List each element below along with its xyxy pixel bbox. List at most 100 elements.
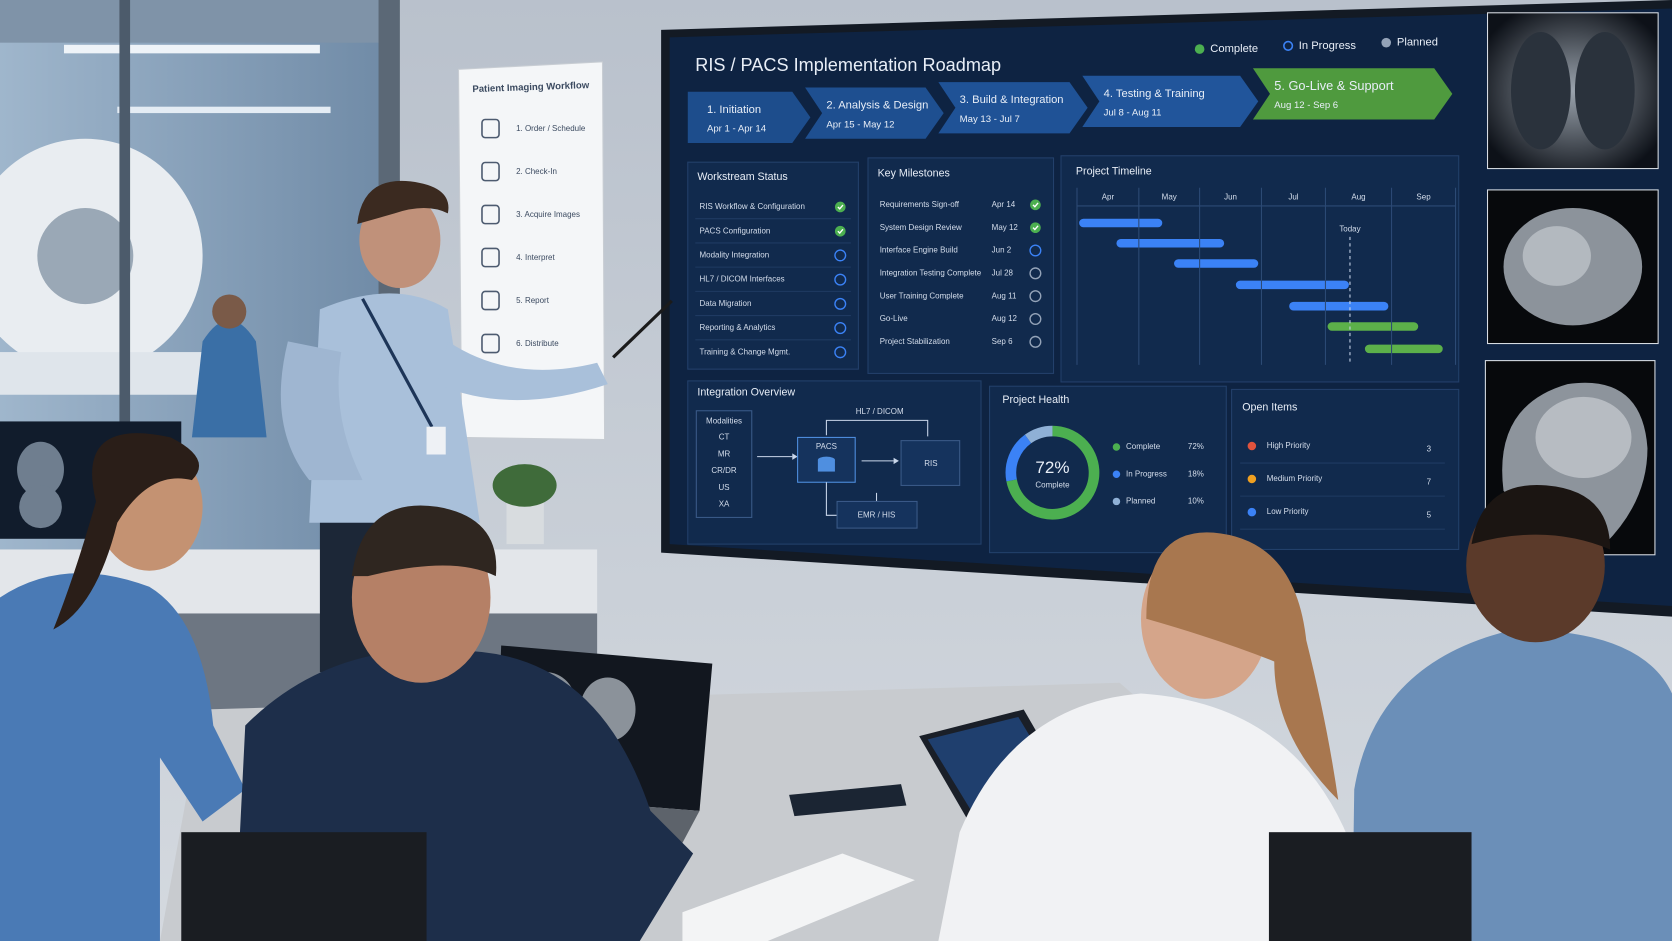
milestone-name: System Design Review	[880, 223, 962, 232]
step-label: 3. Acquire Images	[516, 210, 580, 219]
status-planned	[1029, 312, 1042, 326]
workstream-list: RIS Workflow & Configuration PACS Configu…	[695, 201, 851, 359]
status-planned	[1029, 267, 1042, 280]
status-complete	[834, 225, 846, 237]
modalities-box	[695, 410, 753, 518]
milestone-name: Interface Engine Build	[880, 246, 958, 255]
panel-title: Key Milestones	[878, 168, 950, 180]
modality: US	[718, 483, 729, 492]
check-mark	[837, 228, 844, 235]
pointer	[612, 299, 673, 359]
phase-chevron	[938, 82, 1088, 134]
milestone-name: Integration Testing Complete	[880, 268, 982, 277]
pacs-label: PACS	[816, 442, 837, 451]
phase-dates: Apr 1 - Apr 14	[707, 124, 767, 135]
whiteboard-title: Patient Imaging Workflow	[472, 80, 590, 95]
month-label: May	[1162, 192, 1177, 201]
technician	[191, 320, 267, 438]
check-mark	[1032, 202, 1039, 208]
gantt-bar	[1079, 218, 1163, 228]
arrowhead	[893, 457, 899, 465]
modalities: CT MR CR/DR US XA	[711, 433, 737, 509]
technician-head	[212, 294, 247, 329]
panel-title: Integration Overview	[697, 386, 795, 398]
person-scrubs	[0, 573, 246, 941]
gantt-bar	[1327, 322, 1419, 331]
workstream-name: Training & Change Mgmt.	[700, 347, 791, 356]
step-icon	[481, 118, 500, 139]
legend-label: Planned	[1397, 37, 1438, 49]
phase-name: 5. Go-Live & Support	[1274, 78, 1394, 93]
gantt-bar	[1235, 280, 1349, 290]
milestone-name: User Training Complete	[880, 291, 964, 300]
status-planned	[1029, 335, 1042, 348]
health-legend-name: In Progress	[1126, 469, 1167, 478]
modality: MR	[718, 449, 731, 458]
step-label: 4. Interpret	[516, 253, 555, 262]
person-hair	[351, 505, 497, 577]
panel	[687, 161, 859, 370]
donut-segment	[1005, 434, 1032, 482]
workstream-name: HL7 / DICOM Interfaces	[700, 275, 785, 284]
step-label: 6. Distribute	[516, 339, 559, 348]
legend-label: In Progress	[1299, 40, 1357, 52]
legend-dot	[1283, 40, 1294, 51]
mri-brain	[1535, 396, 1632, 478]
monitor-scan	[17, 441, 64, 498]
month-label: Sep	[1416, 192, 1431, 201]
workstream-name: Reporting & Analytics	[700, 323, 776, 332]
priority-name: Medium Priority	[1267, 474, 1322, 483]
priority-count: 5	[1427, 510, 1432, 519]
person-hair	[53, 433, 200, 630]
priority-name: Low Priority	[1267, 507, 1309, 516]
emr-box	[836, 500, 918, 529]
plant	[492, 464, 557, 507]
phases: 1. Initiation Apr 1 - Apr 14 2. Analysis &…	[687, 68, 1453, 143]
milestone-list: Requirements Sign-off Apr 14 System Design…	[880, 199, 1042, 348]
health-legend-dot	[1112, 470, 1121, 478]
whiteboard-steps: 1. Order / Schedule 2. Check-In 3. Acquire…	[481, 118, 586, 354]
milestone-date: Jun 2	[992, 246, 1012, 255]
panel-title: Project Timeline	[1076, 166, 1152, 178]
milestone-name: Go-Live	[880, 314, 909, 323]
arrowhead	[792, 453, 798, 460]
person-hair	[1146, 532, 1339, 801]
legend-label: Complete	[1210, 43, 1258, 55]
health-legend-value: 10%	[1188, 497, 1204, 506]
status-complete	[834, 201, 846, 213]
milestone-date: Jul 28	[992, 268, 1014, 277]
priority-count: 7	[1427, 477, 1432, 486]
presenter-arm	[280, 341, 363, 481]
panel-title: Open Items	[1242, 401, 1297, 413]
panel	[867, 157, 1055, 374]
phase-name: 3. Build & Integration	[960, 94, 1064, 106]
panel-title: Workstream Status	[697, 171, 787, 183]
ceiling-light	[63, 44, 320, 54]
month-label: Apr	[1102, 192, 1115, 201]
status-complete	[1030, 199, 1041, 211]
presenter-arm	[437, 341, 608, 401]
priority-dot	[1247, 507, 1257, 517]
ris-label: RIS	[924, 459, 937, 468]
workstream-name: Data Migration	[700, 299, 752, 308]
health-legend-value: 72%	[1188, 442, 1204, 451]
donut-label: Complete	[1035, 481, 1070, 490]
step-icon	[481, 161, 500, 182]
gantt-bar	[1174, 259, 1259, 268]
dashboard-title: RIS / PACS Implementation Roadmap	[695, 55, 1001, 75]
presenter-hair	[357, 180, 449, 225]
phase-name: 4. Testing & Training	[1104, 88, 1205, 100]
status-in-progress	[834, 273, 847, 286]
status-planned	[1029, 290, 1042, 303]
notebook	[789, 784, 907, 817]
step-icon	[481, 247, 500, 268]
milestone-date: Aug 12	[992, 314, 1018, 323]
panel	[1231, 388, 1460, 550]
legend: Complete In Progress Planned	[1194, 37, 1438, 55]
lanyard	[361, 297, 434, 428]
priority-dot	[1247, 441, 1257, 451]
connector	[825, 419, 929, 437]
health-legend-name: Complete	[1126, 442, 1161, 451]
mri-table	[0, 352, 214, 395]
